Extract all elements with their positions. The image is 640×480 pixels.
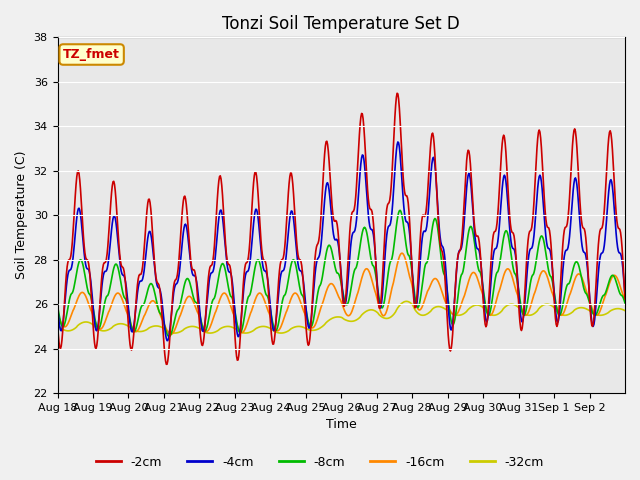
-4cm: [621, 293, 629, 299]
-2cm: [163, 361, 171, 367]
-4cm: [54, 303, 61, 309]
-4cm: [433, 192, 441, 198]
-8cm: [433, 221, 441, 227]
-16cm: [253, 292, 261, 298]
-8cm: [165, 334, 173, 339]
-2cm: [54, 321, 61, 326]
-4cm: [225, 269, 233, 275]
Title: Tonzi Soil Temperature Set D: Tonzi Soil Temperature Set D: [222, 15, 460, 33]
-4cm: [275, 288, 283, 294]
-16cm: [275, 327, 283, 333]
-8cm: [253, 257, 261, 263]
-8cm: [275, 319, 283, 325]
-4cm: [164, 338, 172, 344]
-8cm: [401, 236, 409, 242]
-16cm: [621, 297, 629, 303]
-32cm: [120, 322, 128, 327]
Legend: -2cm, -4cm, -8cm, -16cm, -32cm: -2cm, -4cm, -8cm, -16cm, -32cm: [91, 451, 549, 474]
-32cm: [54, 322, 61, 327]
-16cm: [225, 299, 233, 304]
-2cm: [120, 268, 128, 274]
Line: -32cm: -32cm: [58, 301, 625, 333]
X-axis label: Time: Time: [326, 419, 356, 432]
-16cm: [54, 310, 61, 316]
-32cm: [403, 299, 411, 304]
-16cm: [399, 251, 406, 256]
-32cm: [621, 308, 629, 313]
-32cm: [274, 330, 282, 336]
-2cm: [275, 276, 283, 282]
Line: -16cm: -16cm: [58, 253, 625, 335]
Line: -8cm: -8cm: [58, 210, 625, 336]
-2cm: [621, 296, 629, 302]
-32cm: [433, 304, 441, 310]
Line: -4cm: -4cm: [58, 142, 625, 341]
-4cm: [394, 139, 402, 145]
-2cm: [394, 90, 401, 96]
-2cm: [225, 262, 233, 267]
-8cm: [54, 303, 61, 309]
-8cm: [621, 300, 629, 306]
-8cm: [225, 288, 233, 294]
-2cm: [253, 180, 261, 186]
Y-axis label: Soil Temperature (C): Soil Temperature (C): [15, 151, 28, 279]
Text: TZ_fmet: TZ_fmet: [63, 48, 120, 61]
-32cm: [401, 299, 408, 305]
-16cm: [167, 332, 175, 337]
-16cm: [401, 256, 409, 262]
-8cm: [120, 294, 128, 300]
-16cm: [433, 277, 441, 283]
-2cm: [401, 192, 409, 198]
-4cm: [401, 216, 409, 222]
Line: -2cm: -2cm: [58, 93, 625, 364]
-8cm: [396, 207, 404, 213]
-32cm: [225, 324, 232, 329]
-4cm: [120, 273, 128, 279]
-4cm: [253, 209, 261, 215]
-32cm: [277, 330, 285, 336]
-2cm: [433, 195, 441, 201]
-32cm: [253, 325, 260, 331]
-16cm: [120, 302, 128, 308]
